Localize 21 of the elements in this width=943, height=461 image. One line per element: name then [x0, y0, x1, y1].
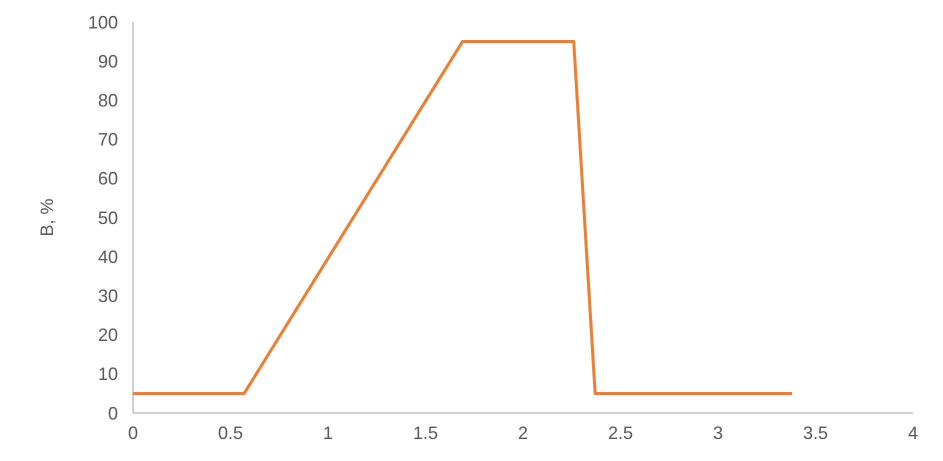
x-tick-label: 3.5 — [802, 423, 828, 443]
y-tick-label: 40 — [98, 246, 118, 267]
x-tick-label: 1.5 — [412, 423, 438, 443]
x-tick-label: 1 — [322, 423, 334, 443]
y-axis-title: B, % — [37, 198, 57, 237]
x-tick-label: 0.5 — [218, 423, 244, 443]
x-tick-label: 2.5 — [608, 423, 634, 443]
y-tick-label: 0 — [108, 403, 118, 424]
x-tick-label: 4 — [908, 423, 918, 443]
x-tick-label: 0 — [128, 423, 138, 443]
x-tick-label: 3 — [712, 423, 724, 443]
y-tick-label: 30 — [98, 286, 118, 306]
y-tick-label: 10 — [98, 364, 118, 384]
y-tick-label: 20 — [98, 325, 118, 346]
y-tick-label: 70 — [98, 130, 118, 150]
y-tick-label: 100 — [88, 12, 118, 32]
y-tick-label: 60 — [98, 168, 118, 189]
y-tick-label: 90 — [98, 51, 118, 72]
y-tick-label: 80 — [98, 90, 118, 110]
x-tick-label: 2 — [518, 423, 528, 443]
y-tick-label: 50 — [98, 208, 118, 228]
